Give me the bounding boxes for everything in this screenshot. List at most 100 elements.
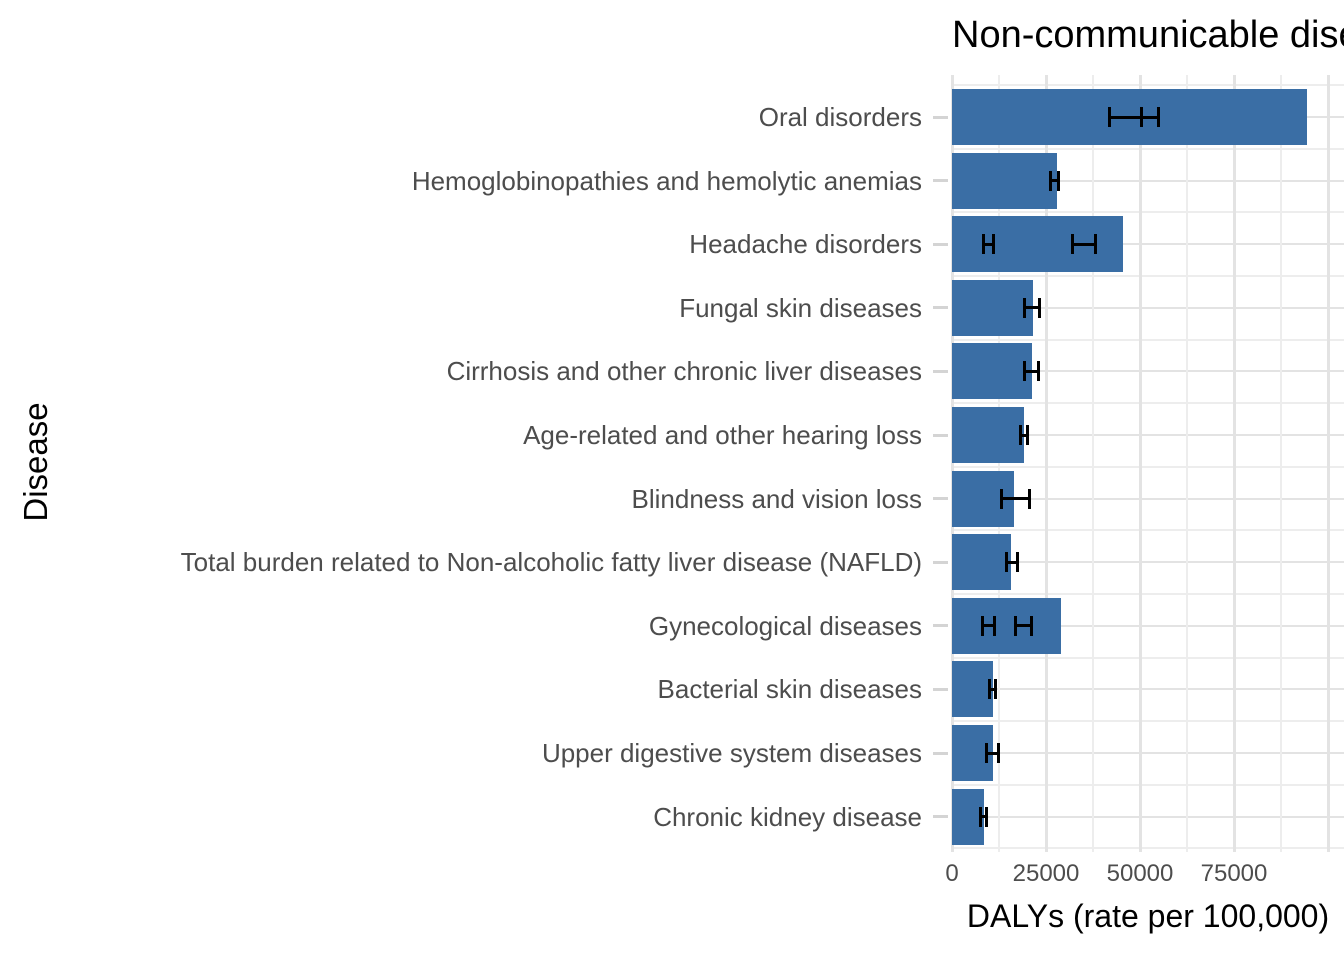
gridline-horizontal-minor [952,465,1344,468]
bar [952,534,1012,591]
error-bar [989,687,996,691]
bar [952,152,1057,209]
error-bar-cap [1030,615,1034,636]
gridline-horizontal-minor [952,84,1344,87]
error-bar-cap [1004,552,1008,573]
error-bar-cap [979,806,983,827]
y-axis-label: Chronic kidney disease [653,801,922,832]
y-axis-tick [933,306,948,310]
error-bar-cap [1000,488,1004,509]
bar [952,788,985,845]
error-bar-cap [1156,107,1160,127]
error-bar-cap [1048,170,1052,191]
gridline-horizontal-major [952,688,1344,691]
gridline-horizontal-minor [952,656,1344,659]
error-bar-cap [985,806,989,827]
y-axis-label: Oral disorders [758,102,922,132]
y-axis-tick [933,497,948,501]
gridline-horizontal-major [952,752,1344,754]
error-bar-cap [1036,361,1040,382]
error-bar [1109,115,1142,119]
error-bar [1072,242,1096,246]
y-axis-tick [933,115,948,119]
error-bar [980,815,987,819]
error-bar-cap [980,615,984,636]
error-bar [1001,497,1030,501]
error-bar-cap [1023,297,1027,318]
error-bar-cap [1094,234,1098,255]
gridline-horizontal-minor [952,402,1344,405]
gridline-horizontal-minor [952,847,1344,850]
error-bar-cap [1057,170,1061,191]
bar [952,343,1033,400]
error-bar-cap [997,743,1001,763]
gridline-horizontal-minor [952,593,1344,595]
gridline-horizontal-minor [952,783,1344,786]
y-axis-tick [933,624,948,628]
gridline-vertical-minor [998,75,1000,852]
gridline-horizontal-minor [952,338,1344,341]
y-axis-tick [933,560,948,564]
error-bar-cap [1018,425,1022,445]
error-bar-cap [992,615,996,636]
error-bar-cap [985,743,989,763]
y-axis-tick [933,242,948,246]
gridline-vertical-minor [1092,75,1094,852]
error-bar-cap [1140,107,1144,127]
y-axis-tick [933,751,948,755]
plot-panel [950,75,1344,852]
error-bar [1006,560,1018,564]
y-axis-tick [933,815,948,819]
error-bar [986,751,999,755]
y-axis-label: Upper digestive system diseases [541,738,922,768]
gridline-horizontal-major [952,306,1344,309]
y-axis-label: Blindness and vision loss [631,483,923,514]
error-bar [1141,115,1159,119]
error-bar-cap [993,679,997,700]
gridline-horizontal-major [952,624,1344,627]
error-bar [1050,179,1059,183]
y-axis-label: Cirrhosis and other chronic liver diseas… [446,356,922,387]
x-axis-tick-label: 0 [945,860,959,887]
gridline-horizontal-minor [952,147,1344,150]
gridline-vertical-major [1232,75,1236,852]
x-axis-tick-label: 50000 [1106,860,1174,887]
bar [952,597,1061,654]
bar [952,407,1024,463]
gridline-horizontal-minor [952,275,1344,277]
error-bar [1024,369,1039,373]
bar [952,216,1124,273]
bar [952,661,993,718]
error-bar-cap [1027,488,1031,509]
y-axis-label: Headache disorders [689,229,922,260]
error-bar [983,242,994,246]
gridline-horizontal-major [952,815,1344,818]
y-axis-label: Age-related and other hearing loss [523,420,922,450]
gridline-horizontal-major [952,497,1344,500]
error-bar-cap [981,234,985,255]
error-bar-cap [1015,552,1019,573]
error-bar-cap [1038,297,1042,318]
gridline-horizontal-minor [952,529,1344,532]
x-axis-title: DALYs (rate per 100,000) [966,898,1330,934]
bar [952,279,1033,336]
gridline-horizontal-major [952,370,1344,373]
error-bar [982,624,995,628]
y-axis-tick [933,179,948,183]
y-axis-tick [933,687,948,691]
y-axis-label: Hemoglobinopathies and hemolytic anemias [411,165,922,196]
gridline-horizontal-major [952,434,1344,436]
error-bar [1015,624,1032,628]
y-axis-label: Fungal skin diseases [679,292,922,323]
gridline-vertical-major [950,75,954,852]
gridline-horizontal-major [952,179,1344,182]
error-bar [1020,433,1028,437]
error-bar-cap [1025,425,1029,445]
gridline-horizontal-minor [952,720,1344,723]
y-axis-label: Gynecological diseases [648,610,922,641]
gridline-horizontal-major [952,561,1344,564]
error-bar-cap [1108,107,1112,127]
gridline-vertical-minor [1280,75,1282,852]
gridline-vertical-minor [1186,75,1188,852]
